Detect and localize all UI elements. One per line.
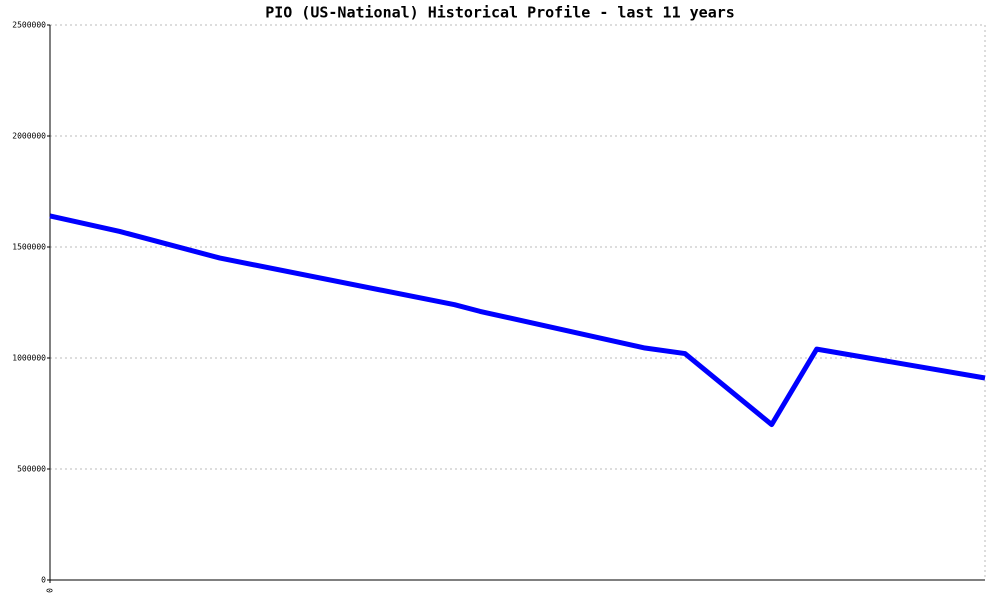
x-tick-label: 0 bbox=[46, 588, 55, 593]
y-tick-label: 0 bbox=[41, 576, 46, 585]
data-line bbox=[49, 213, 986, 428]
y-tick-label: 1500000 bbox=[12, 243, 46, 252]
y-tick-label: 500000 bbox=[17, 465, 46, 474]
chart-title: PIO (US-National) Historical Profile - l… bbox=[265, 4, 735, 22]
y-tick-label: 1000000 bbox=[12, 354, 46, 363]
y-tick-label: 2000000 bbox=[12, 132, 46, 141]
y-tick-label: 2500000 bbox=[12, 21, 46, 30]
